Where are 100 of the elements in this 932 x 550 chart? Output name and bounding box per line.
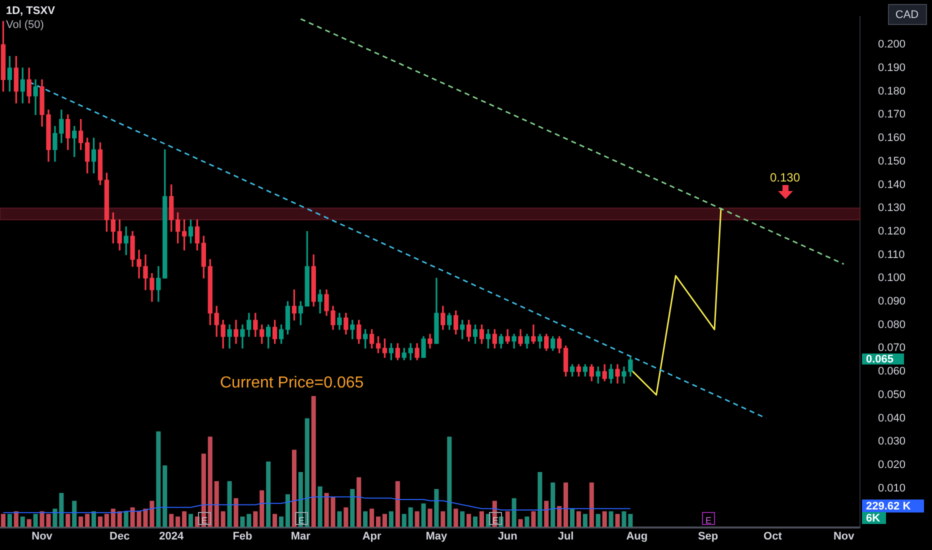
bar [162, 465, 168, 527]
bar [531, 511, 536, 527]
y-tick-label: 0.170 [878, 108, 906, 121]
bar [72, 500, 77, 527]
x-tick-label: Dec [110, 530, 130, 543]
y-tick-label: 0.080 [878, 318, 906, 331]
x-tick-label: Jun [498, 530, 518, 543]
bar [182, 511, 187, 527]
bar [628, 514, 633, 527]
bar [260, 490, 264, 527]
x-tick-label: Sep [698, 530, 718, 543]
bar [176, 516, 180, 527]
bar [311, 396, 316, 527]
bar [124, 511, 128, 527]
x-tick-label: 2024 [159, 530, 184, 543]
bar [356, 477, 362, 527]
bar [156, 431, 161, 527]
x-tick-label: May [426, 530, 448, 543]
bar [292, 450, 296, 527]
bar [59, 492, 64, 527]
bar [85, 514, 90, 527]
bar [78, 516, 84, 527]
text: 0.065 [866, 354, 894, 366]
bar [363, 511, 368, 527]
bar [98, 516, 102, 527]
bar [266, 462, 271, 527]
x-tick-label: Aug [626, 530, 648, 543]
bar [395, 481, 400, 527]
bar [52, 508, 58, 527]
bar [460, 511, 465, 527]
bar [130, 507, 135, 527]
bar [220, 511, 226, 527]
y-tick-label: 0.020 [878, 458, 906, 471]
bar [447, 436, 452, 527]
annotation: 0.130 [770, 170, 800, 184]
bar [538, 472, 542, 527]
bar [479, 511, 484, 527]
bar [454, 508, 458, 527]
bar [26, 519, 32, 527]
y-tick-label: 0.180 [878, 85, 906, 98]
y-tick-label: 0.100 [878, 272, 906, 284]
text: 6K [866, 512, 880, 525]
bar [337, 511, 342, 527]
bar [414, 511, 420, 527]
bar [505, 511, 510, 527]
x-tick-label: Feb [232, 530, 253, 543]
bar [518, 519, 523, 527]
bar [14, 511, 18, 527]
y-tick-label: 0.130 [878, 202, 906, 214]
annotation: E [705, 515, 712, 526]
x-tick-label: Nov [833, 530, 856, 543]
bar [622, 511, 626, 527]
bar [110, 508, 116, 527]
bar [318, 486, 322, 527]
bar [20, 516, 25, 527]
x-tick-label: Oct [764, 530, 782, 543]
annotation: Current Price=0.065 [220, 374, 364, 392]
bar [350, 489, 355, 527]
y-tick-label: 0.090 [878, 296, 906, 308]
bar [421, 503, 426, 527]
y-tick-label: 0.010 [878, 482, 906, 494]
bar [304, 418, 310, 527]
bar [382, 514, 387, 527]
bar [227, 481, 232, 527]
bar [240, 516, 245, 527]
bar [376, 516, 381, 527]
bar [169, 514, 174, 527]
bar [104, 514, 109, 527]
y-tick-label: 0.140 [878, 178, 906, 191]
bar [544, 500, 549, 527]
bar [66, 514, 70, 527]
x-tick-label: Apr [362, 530, 382, 543]
bar [246, 514, 252, 527]
text: 229.62 K [866, 500, 911, 513]
x-tick-label: Jul [558, 530, 574, 543]
bar [564, 482, 568, 527]
bar [596, 514, 600, 527]
y-tick-label: 0.110 [878, 248, 905, 261]
bar [512, 498, 516, 527]
bar [428, 508, 432, 527]
bar [272, 514, 278, 527]
text: CAD [895, 9, 919, 22]
y-tick-label: 0.200 [878, 38, 906, 51]
bar [550, 482, 556, 527]
bar [0, 514, 6, 527]
bar [557, 506, 562, 527]
bar [473, 516, 478, 527]
y-tick-label: 0.070 [878, 342, 906, 354]
chart-subtitle: Vol (50) [6, 19, 44, 32]
y-tick-label: 0.050 [878, 388, 906, 401]
y-tick-label: 0.040 [878, 412, 906, 424]
bar [434, 489, 439, 527]
bar [117, 511, 122, 527]
y-tick-label: 0.120 [878, 225, 906, 238]
bar [466, 514, 472, 527]
bar [440, 511, 446, 527]
bar [589, 482, 594, 527]
bar [582, 514, 588, 527]
bar [602, 511, 607, 527]
bar [344, 507, 348, 527]
